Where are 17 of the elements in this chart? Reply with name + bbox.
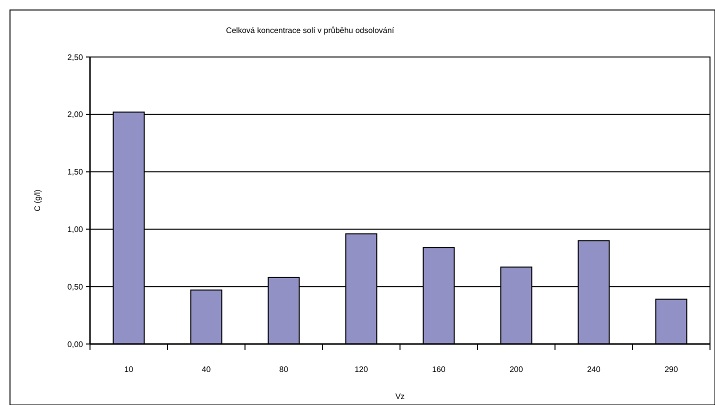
- chart-title: Celková koncentrace solí v průběhu odsolování: [226, 26, 395, 35]
- x-tick-label: 80: [279, 365, 289, 374]
- x-tick-label: 10: [124, 365, 134, 374]
- x-axis-title: Vz: [395, 392, 405, 401]
- x-tick-label: 160: [432, 365, 446, 374]
- y-tick-label: 0,00: [67, 340, 84, 349]
- y-tick-label: 2,50: [67, 52, 84, 62]
- x-tick-label: 40: [202, 365, 212, 374]
- y-tick-label: 1,00: [67, 225, 84, 234]
- x-tick-label: 120: [354, 365, 368, 374]
- x-tick-label: 240: [587, 365, 601, 374]
- x-tick-label: 200: [510, 365, 524, 374]
- y-tick-label: 0,50: [67, 282, 84, 292]
- y-tick-label: 2,00: [67, 110, 84, 120]
- y-tick-label: 1,50: [67, 168, 84, 177]
- y-axis-title: C (g/l): [33, 189, 42, 212]
- x-tick-label: 290: [664, 365, 678, 374]
